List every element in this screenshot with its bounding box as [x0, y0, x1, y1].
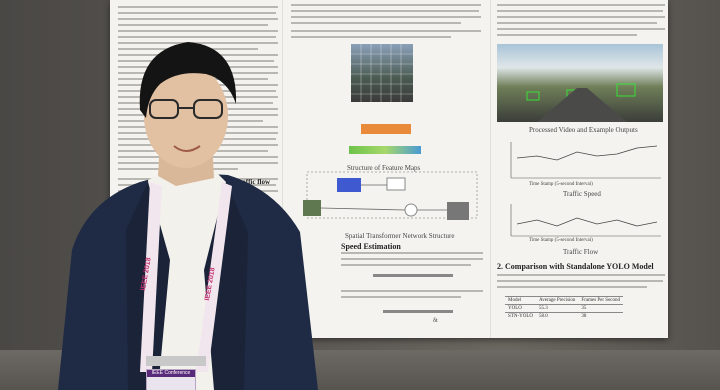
stn-diagram [303, 171, 478, 220]
table-cell: 58.0 [536, 312, 579, 320]
video-detections [526, 83, 636, 122]
table-row: YOLO 55.3 35 [505, 304, 624, 313]
lanyard-left [140, 182, 162, 372]
traffic-flow-chart [510, 204, 661, 237]
mouth [173, 145, 201, 152]
figure2-caption: Spatial Transformer Network Structure [345, 232, 455, 240]
table-header-row: Model Average Precision Frames Per Secon… [505, 296, 624, 305]
table-cell: 55.3 [536, 304, 579, 313]
hair [139, 42, 237, 118]
comparison-heading: 2. Comparison with Standalone YOLO Model [497, 262, 654, 271]
table-cell: STN-YOLO [505, 312, 536, 320]
poster-middle-column: Structure of Feature Maps Spatial Transf… [282, 0, 491, 338]
face [144, 64, 228, 168]
table-header-cell: Average Precision [536, 296, 579, 305]
chart1-xlabel: Time Stamp (5-second Interval) [529, 182, 593, 187]
table-cell: YOLO [505, 304, 536, 313]
video-caption: Processed Video and Example Outputs [529, 126, 638, 134]
speed-estimation-heading: Speed Estimation [341, 242, 401, 251]
feature-map-bar [349, 146, 421, 154]
name-badge: IEEE Conference [146, 369, 196, 390]
equation-label: δt [433, 318, 438, 324]
traffic-speed-chart [510, 142, 661, 179]
grid-overlay [351, 44, 413, 102]
feature-map-block [361, 124, 411, 134]
left-heading-fragment: Traffic flow [235, 178, 271, 186]
table-cell: 38 [578, 312, 624, 320]
chart2-title: Traffic Flow [563, 248, 599, 256]
table-cell: 35 [578, 304, 624, 313]
feature-grid-image [351, 44, 413, 102]
comparison-table: Model Average Precision Frames Per Secon… [505, 296, 624, 320]
table-header-cell: Model [505, 296, 536, 305]
chart1-title: Traffic Speed [563, 190, 601, 198]
figure1-caption: Structure of Feature Maps [347, 164, 421, 172]
table-header-cell: Frames Per Second [578, 296, 624, 305]
lanyard-right [196, 182, 232, 372]
glasses-icon [149, 99, 223, 119]
poster-right-column: Processed Video and Example Outputs Time… [490, 0, 668, 338]
table-row: STN-YOLO 58.0 38 [505, 312, 624, 320]
processed-video-frame [497, 44, 663, 122]
chart2-xlabel: Time Stamp (5-second Interval) [529, 238, 593, 243]
badge-header: IEEE Conference [147, 370, 195, 377]
lanyard-clip [146, 356, 206, 366]
